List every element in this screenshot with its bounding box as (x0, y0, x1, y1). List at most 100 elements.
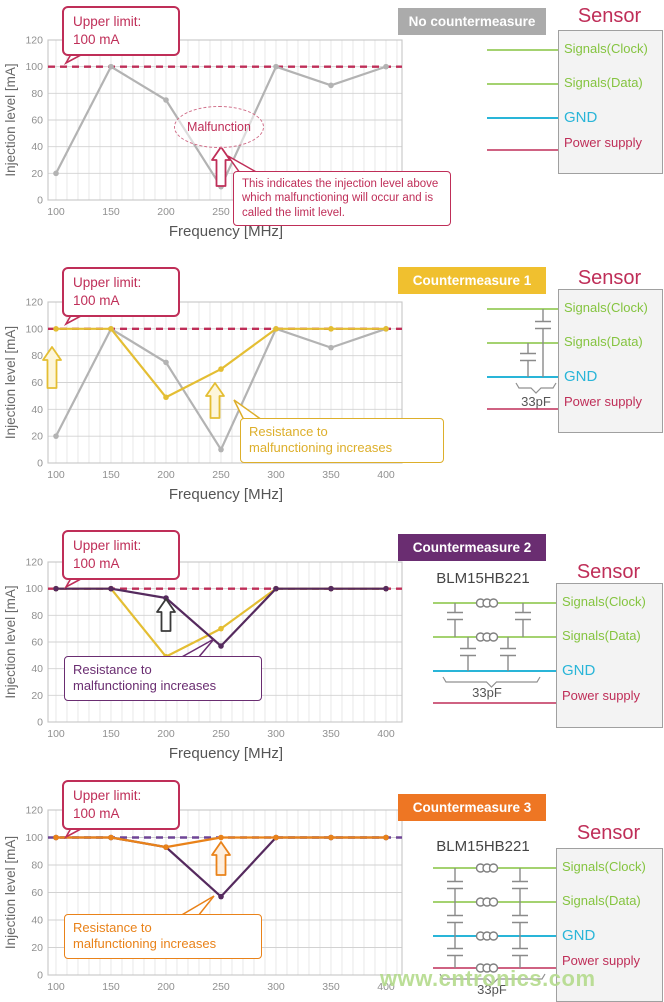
svg-text:200: 200 (157, 469, 175, 481)
ferrite-bead-icon (475, 598, 499, 608)
svg-text:200: 200 (157, 981, 175, 993)
circuit-countermeasure-3: 33pF BLM15HB221 (433, 838, 556, 997)
svg-text:80: 80 (31, 350, 43, 362)
up-arrow (211, 841, 231, 876)
svg-text:100: 100 (25, 583, 43, 595)
watermark: www.cntronics.com (380, 966, 596, 991)
section-countermeasure-1: 0 20 40 60 80 100 120 100 150 200 250 300 350 400 Inje… (0, 255, 664, 515)
svg-text:0: 0 (37, 195, 43, 207)
sensor-label-gnd: GND (562, 662, 596, 679)
upper-limit-text: Upper limit: (73, 275, 142, 290)
capacitor-icon (512, 868, 528, 902)
circuit-countermeasure-2: 33pF BLM15HB221 (433, 570, 556, 704)
y-axis-label: Injection level [mA] (3, 63, 18, 176)
x-axis-label: Frequency [MHz] (169, 745, 283, 762)
svg-text:0: 0 (37, 970, 43, 982)
svg-text:40: 40 (31, 915, 43, 927)
sensor-box: Signals(Clock) Signals(Data) GND Power s… (556, 848, 663, 1002)
badge-countermeasure-3: Countermeasure 3 (398, 794, 546, 821)
circuit-no-countermeasure (487, 49, 558, 151)
sensor-label-gnd: GND (564, 109, 598, 126)
ferrite-bead-icon (475, 632, 499, 642)
svg-text:400: 400 (377, 469, 395, 481)
svg-text:100: 100 (47, 206, 65, 218)
sensor-label-power-supply: Power supply (564, 135, 643, 150)
upper-limit-text: Upper limit: (73, 788, 142, 803)
svg-text:100: 100 (47, 728, 65, 740)
section-countermeasure-2: 0 20 40 60 80 100 120 100 150 200 250 300 350 400 Inje… (0, 515, 664, 772)
y-axis-label: Injection level [mA] (3, 326, 18, 439)
svg-text:120: 120 (25, 297, 43, 309)
series-markers (53, 585, 389, 649)
sensor-label-signals-data: Signals(Data) (564, 334, 643, 349)
sensor-label-signals-data: Signals(Data) (562, 628, 641, 643)
svg-text:300: 300 (267, 981, 285, 993)
svg-text:80: 80 (31, 610, 43, 622)
svg-text:200: 200 (157, 206, 175, 218)
svg-text:60: 60 (31, 115, 43, 127)
component-label: BLM15HB221 (436, 838, 529, 855)
capacitance-label: 33pF (521, 394, 551, 409)
ferrite-bead-icon (475, 863, 499, 873)
upper-limit-callout: Upper limit: 100 mA (62, 780, 180, 830)
upper-limit-text: Upper limit: (73, 14, 142, 29)
limit-level-note: This indicates the injection level above… (233, 171, 451, 227)
resistance-note: Resistance to malfunctioning increases (240, 418, 444, 463)
svg-text:150: 150 (102, 206, 120, 218)
sensor-title: Sensor (576, 561, 641, 583)
y-axis-ticks: 0 20 40 60 80 100 120 (25, 805, 43, 982)
svg-text:250: 250 (212, 469, 230, 481)
svg-text:100: 100 (47, 469, 65, 481)
x-axis-ticks: 100 150 200 250 300 350 400 (47, 981, 395, 993)
sensor-title: Sensor (576, 822, 641, 844)
y-axis-ticks: 0 20 40 60 80 100 120 (25, 557, 43, 729)
svg-text:150: 150 (102, 728, 120, 740)
brace (439, 973, 546, 985)
svg-text:150: 150 (102, 469, 120, 481)
sensor-label-power-supply: Power supply (562, 953, 641, 968)
svg-text:100: 100 (25, 832, 43, 844)
sensor-box: Signals(Clock) Signals(Data) GND Power s… (556, 583, 663, 728)
series-markers (53, 63, 389, 190)
note-callout-tail (177, 895, 215, 917)
capacitor-icon (520, 343, 536, 377)
svg-text:300: 300 (267, 728, 285, 740)
capacitor-icon (535, 309, 551, 377)
capacitor-icon (447, 603, 463, 637)
svg-text:60: 60 (31, 637, 43, 649)
svg-text:40: 40 (31, 141, 43, 153)
sensor-label-signals-clock: Signals(Clock) (562, 594, 646, 609)
sensor-label-signals-clock: Signals(Clock) (564, 300, 648, 315)
svg-text:150: 150 (102, 981, 120, 993)
upper-limit-callout: Upper limit: 100 mA (62, 267, 180, 317)
sensor-label-gnd: GND (564, 368, 598, 385)
series-markers (53, 326, 389, 401)
sensor-label-signals-data: Signals(Data) (562, 893, 641, 908)
x-axis-ticks: 100 150 200 250 300 350 400 (47, 728, 395, 740)
upper-limit-value: 100 mA (73, 805, 120, 821)
svg-text:350: 350 (322, 469, 340, 481)
ferrite-bead-icon (475, 931, 499, 941)
svg-text:400: 400 (377, 981, 395, 993)
upper-limit-value: 100 mA (73, 292, 120, 308)
svg-text:200: 200 (157, 728, 175, 740)
capacitance-label: 33pF (477, 982, 507, 997)
sensor-label-signals-clock: Signals(Clock) (564, 41, 648, 56)
y-axis-label: Injection level [mA] (3, 585, 18, 698)
series-markers (53, 834, 389, 850)
svg-text:100: 100 (47, 981, 65, 993)
svg-text:120: 120 (25, 557, 43, 569)
ferrite-bead-icon (475, 897, 499, 907)
svg-text:120: 120 (25, 35, 43, 47)
sensor-label-power-supply: Power supply (562, 688, 641, 703)
svg-text:120: 120 (25, 805, 43, 817)
y-axis-label: Injection level [mA] (3, 836, 18, 949)
plot-border (47, 561, 403, 723)
badge-countermeasure-1: Countermeasure 1 (398, 267, 546, 294)
capacitor-icon (500, 637, 516, 671)
upper-limit-text: Upper limit: (73, 538, 142, 553)
x-axis-ticks: 100 150 200 250 300 350 400 (47, 469, 395, 481)
up-arrow (211, 146, 231, 187)
malfunction-cloud: Malfunction (174, 106, 264, 148)
